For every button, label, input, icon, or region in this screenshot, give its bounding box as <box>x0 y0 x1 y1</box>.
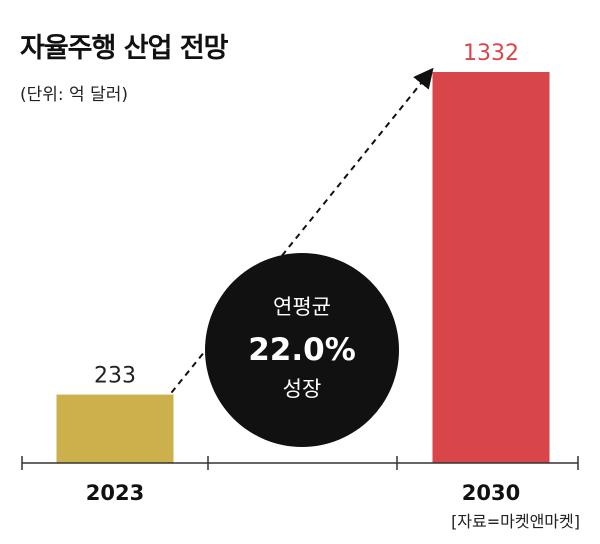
chart-title: 자율주행 산업 전망 <box>20 33 229 64</box>
growth-label-top: 연평균 <box>273 295 331 319</box>
category-label-2023: 2023 <box>86 481 144 505</box>
source-credit: [자료=마켓앤마켓] <box>451 512 580 531</box>
unit-label: (단위: 억 달러) <box>20 85 128 105</box>
growth-label-bottom: 성장 <box>283 377 322 401</box>
value-label-2023: 233 <box>94 364 136 389</box>
bar-2023 <box>56 394 174 463</box>
category-label-2030: 2030 <box>462 481 520 505</box>
growth-rate: 22.0% <box>248 332 356 368</box>
growth-circle: 연평균 22.0% 성장 <box>205 253 399 447</box>
value-label-2030: 1332 <box>463 41 519 66</box>
bar-2030 <box>432 72 550 463</box>
x-axis-ticks <box>21 456 579 470</box>
